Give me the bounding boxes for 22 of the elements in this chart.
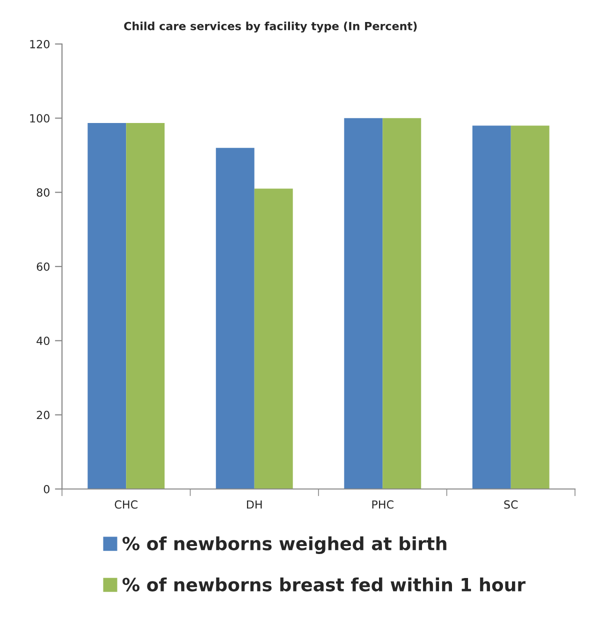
bar xyxy=(472,126,511,489)
y-tick-label: 100 xyxy=(30,114,50,123)
bar xyxy=(382,118,422,489)
x-tick-label: CHC xyxy=(114,500,138,509)
y-tick-label: 20 xyxy=(36,410,50,420)
y-tick-label: 0 xyxy=(44,484,50,494)
y-tick-label: 80 xyxy=(36,188,50,197)
y-tick-label: 120 xyxy=(30,40,50,48)
y-tick-label: 40 xyxy=(36,336,50,346)
bar xyxy=(126,122,165,489)
chart-title: Child care services by facility type (In Percent) xyxy=(124,22,417,33)
legend-label: % of newborns breast fed within 1 hour xyxy=(122,577,526,592)
x-tick-label: DH xyxy=(247,500,262,509)
legend-label: % of newborns weighed at birth xyxy=(122,536,446,554)
bar xyxy=(88,122,126,489)
bar xyxy=(510,126,550,489)
x-tick-label: SC xyxy=(504,500,518,509)
y-tick-label: 60 xyxy=(36,262,50,271)
x-tick-label: PHC xyxy=(372,500,394,509)
bar xyxy=(344,118,383,489)
bar xyxy=(254,188,293,489)
bar xyxy=(216,148,254,489)
